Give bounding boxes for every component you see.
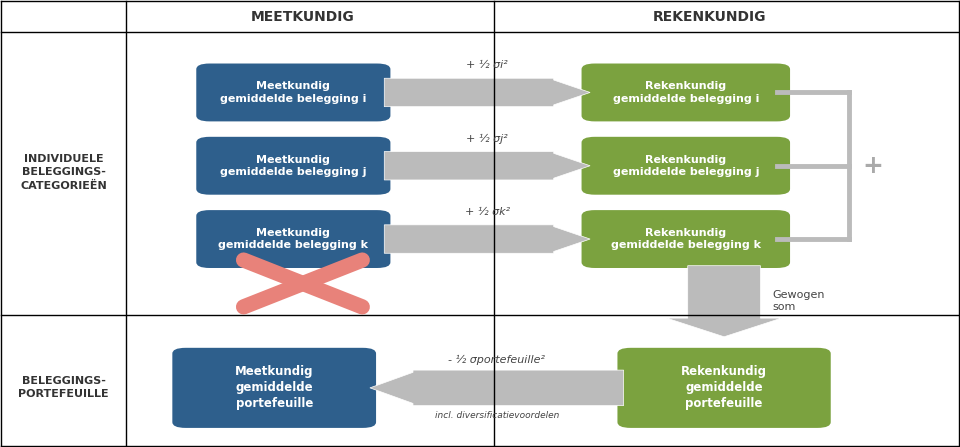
Text: Meetkundig
gemiddelde
portefeuille: Meetkundig gemiddelde portefeuille — [235, 365, 314, 410]
FancyBboxPatch shape — [195, 209, 392, 269]
Text: Rekenkundig
gemiddelde belegging k: Rekenkundig gemiddelde belegging k — [611, 228, 761, 250]
FancyBboxPatch shape — [195, 63, 392, 122]
Text: + ½ σk²: + ½ σk² — [465, 207, 510, 217]
Text: +: + — [862, 154, 883, 178]
FancyBboxPatch shape — [616, 347, 831, 429]
Text: Rekenkundig
gemiddelde belegging i: Rekenkundig gemiddelde belegging i — [612, 81, 759, 104]
Polygon shape — [384, 152, 590, 180]
FancyBboxPatch shape — [171, 347, 377, 429]
Text: Rekenkundig
gemiddelde belegging j: Rekenkundig gemiddelde belegging j — [612, 155, 759, 177]
Polygon shape — [370, 370, 624, 405]
Text: - ½ σportefeuille²: - ½ σportefeuille² — [448, 354, 545, 365]
Text: Meetkundig
gemiddelde belegging k: Meetkundig gemiddelde belegging k — [218, 228, 369, 250]
Text: Meetkundig
gemiddelde belegging j: Meetkundig gemiddelde belegging j — [220, 155, 367, 177]
Text: Rekenkundig
gemiddelde
portefeuille: Rekenkundig gemiddelde portefeuille — [681, 365, 767, 410]
Text: Meetkundig
gemiddelde belegging i: Meetkundig gemiddelde belegging i — [220, 81, 367, 104]
FancyBboxPatch shape — [195, 136, 392, 196]
Polygon shape — [384, 225, 590, 253]
Text: incl. diversificatievoordelen: incl. diversificatievoordelen — [435, 411, 559, 420]
Text: Gewogen
som: Gewogen som — [772, 291, 825, 312]
Polygon shape — [384, 78, 590, 107]
FancyBboxPatch shape — [581, 63, 791, 122]
Text: REKENKUNDIG: REKENKUNDIG — [653, 10, 766, 24]
Text: + ½ σi²: + ½ σi² — [467, 60, 508, 70]
FancyBboxPatch shape — [581, 136, 791, 196]
Text: + ½ σj²: + ½ σj² — [467, 134, 508, 143]
Polygon shape — [666, 266, 781, 337]
Text: MEETKUNDIG: MEETKUNDIG — [251, 10, 355, 24]
Text: INDIVIDUELE
BELEGGINGS-
CATEGORIEËN: INDIVIDUELE BELEGGINGS- CATEGORIEËN — [20, 154, 107, 191]
FancyBboxPatch shape — [581, 209, 791, 269]
Text: BELEGGINGS-
PORTEFEUILLE: BELEGGINGS- PORTEFEUILLE — [18, 376, 108, 400]
